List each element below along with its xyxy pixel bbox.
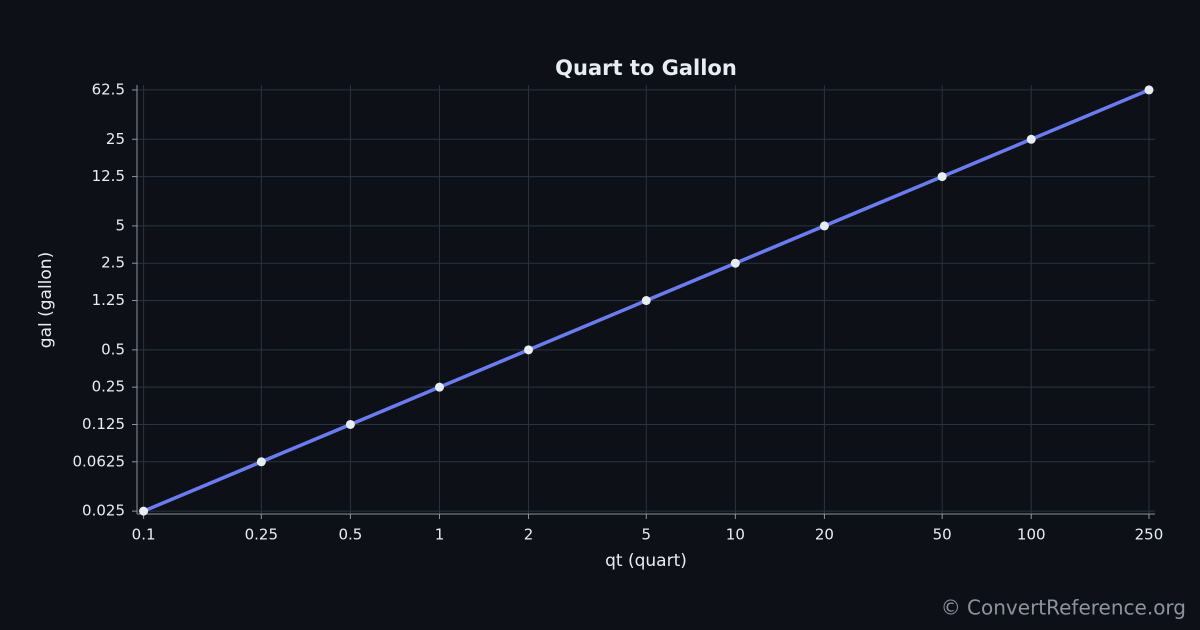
x-tick-label: 10	[726, 526, 745, 544]
y-tick-label: 1.25	[92, 291, 125, 309]
point	[730, 258, 740, 268]
point	[434, 382, 444, 392]
y-tick-label: 12.5	[92, 167, 125, 185]
chart-title: Quart to Gallon	[555, 56, 737, 80]
y-tick-label: 0.0625	[73, 452, 126, 470]
y-tick-label: 25	[106, 130, 125, 148]
y-tick-label: 5	[115, 216, 125, 234]
y-tick-label: 0.025	[82, 502, 125, 520]
y-axis-label: gal (gallon)	[36, 252, 56, 348]
point	[819, 221, 829, 231]
point	[256, 457, 266, 467]
x-tick-label: 0.25	[245, 526, 278, 544]
y-tick-label: 62.5	[92, 80, 125, 98]
x-axis-label: qt (quart)	[605, 551, 687, 571]
point	[937, 172, 947, 182]
x-tick-label: 20	[815, 526, 834, 544]
point	[139, 506, 149, 516]
point	[524, 345, 534, 355]
point	[345, 419, 355, 429]
y-tick-label: 0.25	[92, 378, 125, 396]
x-tick-label: 250	[1135, 526, 1164, 544]
y-tick-label: 0.125	[82, 415, 125, 433]
point	[641, 296, 651, 306]
y-tick-label: 2.5	[101, 254, 125, 272]
x-tick-label: 2	[524, 526, 534, 544]
point	[1144, 85, 1154, 95]
x-tick-label: 0.5	[338, 526, 362, 544]
x-tick-label: 50	[933, 526, 952, 544]
x-tick-label: 0.1	[132, 526, 156, 544]
x-tick-label: 5	[642, 526, 652, 544]
x-tick-label: 100	[1017, 526, 1046, 544]
point	[1026, 134, 1036, 144]
x-tick-label: 1	[435, 526, 445, 544]
y-tick-label: 0.5	[101, 340, 125, 358]
watermark: © ConvertReference.org	[941, 596, 1186, 620]
